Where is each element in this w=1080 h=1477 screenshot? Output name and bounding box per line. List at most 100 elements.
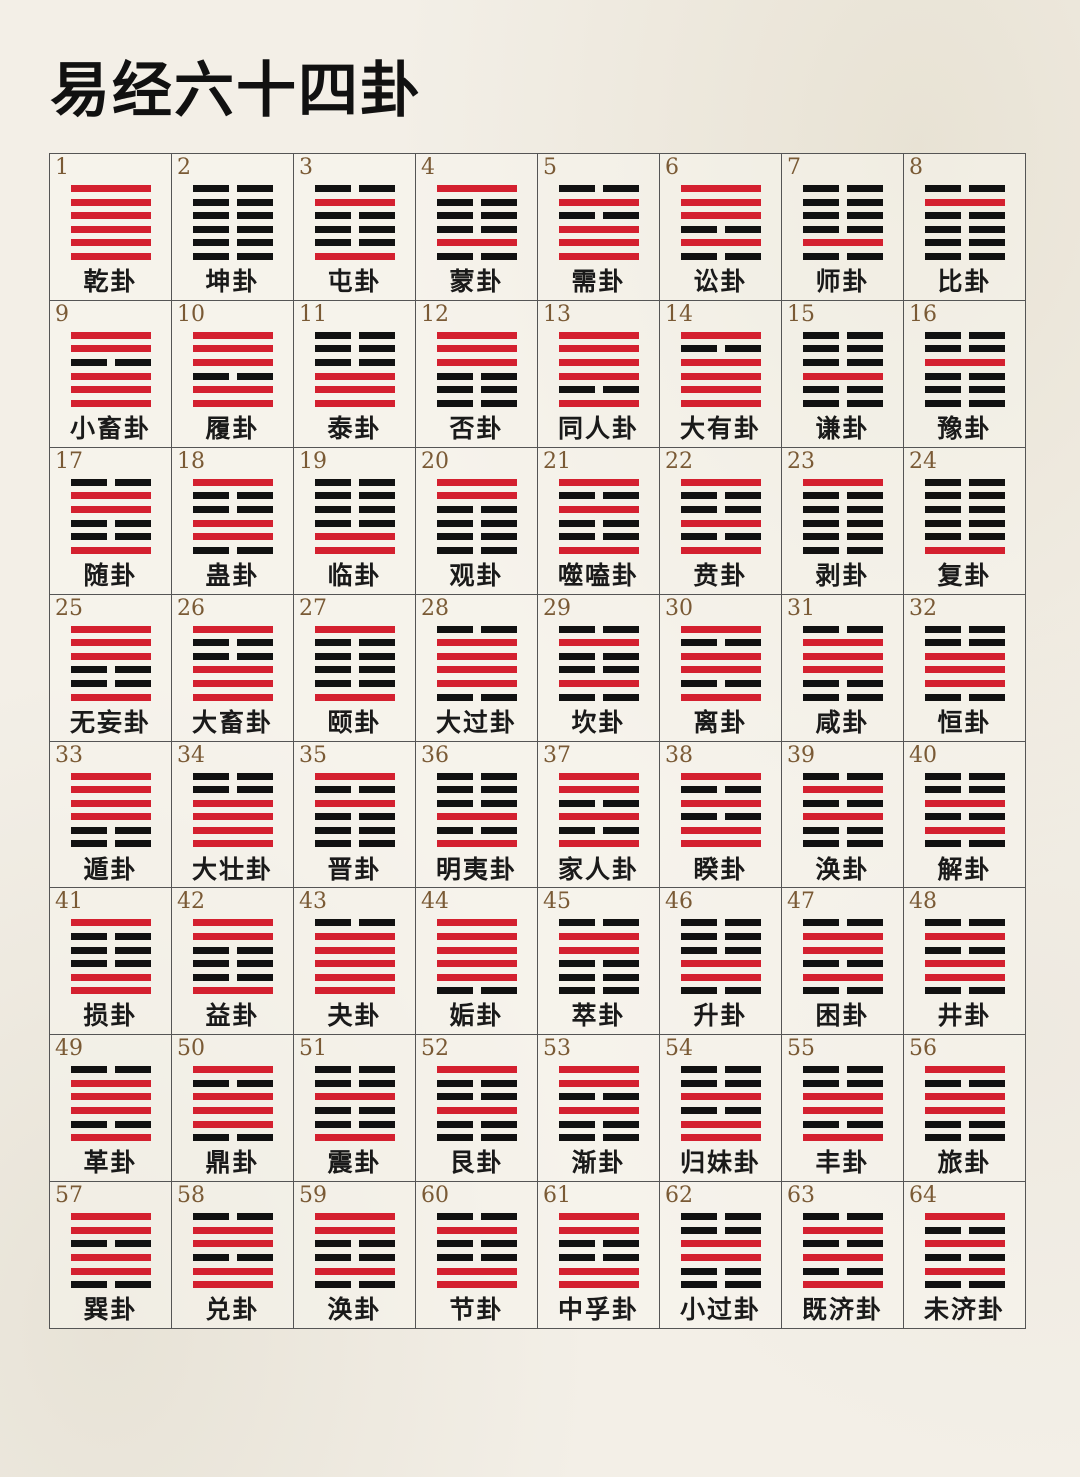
line-segment — [70, 1079, 151, 1087]
yin-line — [314, 492, 395, 500]
line-segment — [436, 666, 517, 674]
yin-line — [314, 1107, 395, 1115]
yin-line — [192, 372, 273, 380]
line-segment — [314, 546, 395, 554]
hexagram-cell: 39 涣卦 — [782, 741, 904, 889]
line-segment — [436, 680, 517, 687]
line-segment — [314, 372, 395, 380]
yang-line — [70, 1107, 151, 1115]
line-segment — [70, 826, 107, 834]
hexagram-number: 22 — [665, 448, 693, 474]
hexagram-number: 19 — [299, 448, 327, 474]
line-segment — [846, 185, 883, 192]
line-segment — [314, 973, 395, 981]
hexagram-cell: 16 豫卦 — [904, 300, 1026, 448]
yin-line — [192, 1079, 273, 1087]
line-segment — [558, 212, 595, 220]
line-segment — [802, 185, 839, 192]
hexagram-number: 58 — [177, 1183, 205, 1209]
line-segment — [358, 331, 395, 339]
line-segment — [924, 652, 1005, 660]
line-segment — [846, 225, 883, 233]
line-segment — [602, 799, 639, 807]
yin-line — [802, 625, 883, 633]
hexagram-cell: 52 艮卦 — [416, 1035, 538, 1183]
line-segment — [314, 799, 395, 807]
line-segment — [192, 185, 229, 192]
yang-line — [192, 519, 273, 527]
line-segment — [436, 225, 473, 233]
hexagram-symbol — [314, 1066, 395, 1148]
hexagram-symbol — [558, 625, 639, 708]
line-segment — [680, 772, 761, 780]
line-segment — [192, 946, 229, 954]
hexagram-number: 31 — [787, 595, 815, 621]
yang-line — [70, 973, 151, 981]
hexagram-number: 25 — [55, 595, 83, 621]
yang-line — [680, 478, 761, 486]
yin-line — [192, 946, 273, 954]
line-segment — [558, 987, 595, 995]
line-segment — [314, 386, 395, 394]
hexagram-name: 泰卦 — [327, 413, 382, 443]
yang-line — [192, 1240, 273, 1248]
yang-line — [436, 932, 517, 940]
line-segment — [436, 772, 473, 780]
yin-line — [314, 1079, 395, 1087]
line-segment — [70, 546, 151, 554]
hexagram-number: 28 — [421, 595, 449, 621]
line-segment — [680, 331, 761, 339]
yang-line — [680, 239, 761, 247]
hexagram-name: 需卦 — [571, 267, 626, 296]
hexagram-symbol — [924, 1213, 1005, 1295]
line-segment — [602, 1134, 639, 1142]
line-segment — [314, 932, 395, 940]
hexagram-symbol — [436, 1213, 517, 1295]
hexagram-cell: 2 坤卦 — [172, 154, 294, 301]
line-segment — [846, 212, 883, 220]
line-segment — [192, 813, 273, 821]
yin-line — [314, 505, 395, 513]
line-segment — [480, 1213, 517, 1221]
line-segment — [846, 1066, 883, 1074]
line-segment — [924, 386, 961, 394]
yin-line — [924, 693, 1005, 701]
line-segment — [924, 946, 961, 954]
line-segment — [314, 1134, 395, 1142]
hexagram-name: 大壮卦 — [191, 854, 273, 884]
line-segment — [436, 625, 473, 633]
line-segment — [70, 198, 151, 206]
line-segment — [192, 1267, 273, 1275]
line-segment — [314, 813, 351, 821]
line-segment — [192, 345, 273, 353]
hexagram-symbol — [436, 185, 517, 267]
line-segment — [724, 252, 761, 260]
line-segment — [480, 519, 517, 527]
yin-line — [558, 492, 639, 500]
yang-line — [802, 1253, 883, 1261]
line-segment — [680, 546, 761, 554]
yin-line — [436, 826, 517, 834]
yin-line — [924, 1253, 1005, 1261]
line-segment — [436, 1213, 473, 1221]
hexagram-number: 12 — [421, 301, 449, 327]
yin-line — [924, 813, 1005, 821]
hexagram-name: 坎卦 — [571, 707, 626, 737]
yang-line — [314, 399, 395, 407]
hexagram-cell: 21 噬嗑卦 — [538, 447, 660, 595]
line-segment — [846, 546, 883, 554]
yang-line — [192, 693, 273, 701]
line-segment — [680, 652, 761, 660]
hexagram-cell: 10 履卦 — [172, 300, 294, 448]
line-segment — [724, 1066, 761, 1074]
hexagram-symbol — [802, 1213, 883, 1295]
line-segment — [802, 1240, 839, 1248]
line-segment — [480, 533, 517, 541]
hexagram-name: 革卦 — [83, 1148, 138, 1178]
line-segment — [70, 973, 151, 981]
line-segment — [802, 239, 883, 247]
yin-line — [436, 1134, 517, 1142]
hexagram-name: 家人卦 — [557, 854, 639, 884]
line-segment — [70, 1213, 151, 1221]
hexagram-symbol — [924, 478, 1005, 561]
